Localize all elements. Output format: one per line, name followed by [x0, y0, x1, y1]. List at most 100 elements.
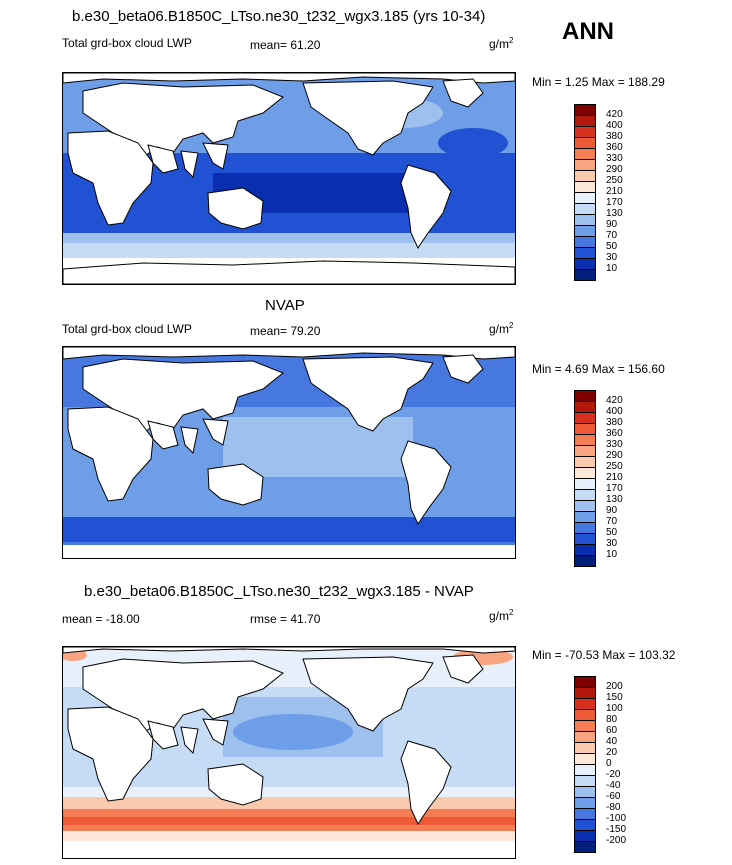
colorbar-swatch: [574, 390, 596, 401]
colorbar-label: -80: [606, 802, 621, 813]
colorbar-swatch: [574, 478, 596, 489]
colorbar-label: 90: [606, 505, 618, 516]
panel3-units: g/m2: [489, 608, 514, 623]
colorbar-label: 60: [606, 725, 618, 736]
colorbar-swatch: [574, 115, 596, 126]
colorbar-swatch: [574, 148, 596, 159]
colorbar-swatch: [574, 544, 596, 555]
colorbar-label: -100: [606, 813, 627, 824]
colorbar-swatch: [574, 500, 596, 511]
colorbar-swatch: [574, 753, 596, 764]
colorbar-swatch: [574, 401, 596, 412]
colorbar-label: 0: [606, 758, 612, 769]
colorbar-label: 170: [606, 483, 623, 494]
colorbar-label: 290: [606, 450, 623, 461]
colorbar-swatch: [574, 258, 596, 269]
colorbar-swatch: [574, 445, 596, 456]
colorbar-label: 400: [606, 406, 623, 417]
colorbar-swatch: [574, 203, 596, 214]
colorbar-swatch: [574, 786, 596, 797]
colorbar-swatch: [574, 764, 596, 775]
colorbar-swatch: [574, 104, 596, 115]
colorbar-swatch: [574, 247, 596, 258]
colorbar-swatch: [574, 170, 596, 181]
panel3-map: [62, 646, 516, 859]
colorbar-label: 70: [606, 516, 618, 527]
colorbar-swatch: [574, 676, 596, 687]
colorbar-swatch: [574, 819, 596, 830]
colorbar-swatch: [574, 731, 596, 742]
colorbar-label: 70: [606, 230, 618, 241]
colorbar-label: 50: [606, 527, 618, 538]
colorbar-label: 400: [606, 120, 623, 131]
colorbar-swatch: [574, 533, 596, 544]
colorbar-label: 130: [606, 208, 623, 219]
colorbar-label: 420: [606, 109, 623, 120]
colorbar-label: 210: [606, 186, 623, 197]
colorbar-swatch: [574, 511, 596, 522]
colorbar-swatch: [574, 137, 596, 148]
colorbar-label: 30: [606, 252, 618, 263]
colorbar-label: -60: [606, 791, 621, 802]
colorbar-label: -200: [606, 835, 627, 846]
season-label: ANN: [562, 18, 614, 45]
colorbar-label: 250: [606, 175, 623, 186]
colorbar-label: 130: [606, 494, 623, 505]
panel3-rmse-label: rmse = 41.70: [250, 612, 321, 626]
panel2-colorbar: [574, 390, 596, 567]
colorbar-label: 20: [606, 747, 618, 758]
panel2-variable-label: Total grd-box cloud LWP: [62, 322, 192, 336]
colorbar-swatch: [574, 467, 596, 478]
colorbar-label: 380: [606, 417, 623, 428]
colorbar-label: 80: [606, 714, 618, 725]
colorbar-swatch: [574, 687, 596, 698]
colorbar-label: 360: [606, 428, 623, 439]
colorbar-label: 330: [606, 439, 623, 450]
colorbar-label: 10: [606, 549, 618, 560]
colorbar-swatch: [574, 456, 596, 467]
colorbar-label: -20: [606, 769, 621, 780]
colorbar-swatch: [574, 830, 596, 841]
panel2-title: NVAP: [265, 297, 305, 314]
panel3-title: b.e30_beta06.B1850C_LTso.ne30_t232_wgx3.…: [84, 583, 474, 600]
colorbar-label: 40: [606, 736, 618, 747]
colorbar-label: 200: [606, 681, 623, 692]
panel1-mean-label: mean= 61.20: [250, 38, 321, 52]
colorbar-swatch: [574, 192, 596, 203]
colorbar-label: -40: [606, 780, 621, 791]
colorbar-swatch: [574, 214, 596, 225]
colorbar-swatch: [574, 808, 596, 819]
panel2-map: [62, 346, 516, 559]
panel1-title: b.e30_beta06.B1850C_LTso.ne30_t232_wgx3.…: [72, 8, 486, 25]
panel2-minmax: Min = 4.69 Max = 156.60: [532, 362, 665, 376]
colorbar-label: 380: [606, 131, 623, 142]
panel1-variable-label: Total grd-box cloud LWP: [62, 36, 192, 50]
colorbar-label: 420: [606, 395, 623, 406]
colorbar-swatch: [574, 841, 596, 853]
colorbar-swatch: [574, 720, 596, 731]
colorbar-label: 150: [606, 692, 623, 703]
colorbar-label: 360: [606, 142, 623, 153]
colorbar-swatch: [574, 489, 596, 500]
colorbar-swatch: [574, 181, 596, 192]
colorbar-swatch: [574, 555, 596, 567]
colorbar-swatch: [574, 126, 596, 137]
colorbar-swatch: [574, 797, 596, 808]
panel1-colorbar: [574, 104, 596, 281]
panel2-mean-label: mean= 79.20: [250, 324, 321, 338]
colorbar-swatch: [574, 225, 596, 236]
colorbar-label: 210: [606, 472, 623, 483]
colorbar-label: 290: [606, 164, 623, 175]
colorbar-swatch: [574, 434, 596, 445]
panel3-mean-label: mean = -18.00: [62, 612, 140, 626]
colorbar-label: 90: [606, 219, 618, 230]
colorbar-label: 250: [606, 461, 623, 472]
panel1-minmax: Min = 1.25 Max = 188.29: [532, 75, 665, 89]
colorbar-swatch: [574, 236, 596, 247]
colorbar-swatch: [574, 423, 596, 434]
panel3-minmax: Min = -70.53 Max = 103.32: [532, 648, 676, 662]
colorbar-swatch: [574, 698, 596, 709]
colorbar-label: 30: [606, 538, 618, 549]
colorbar-swatch: [574, 775, 596, 786]
panel1-map: [62, 72, 516, 285]
